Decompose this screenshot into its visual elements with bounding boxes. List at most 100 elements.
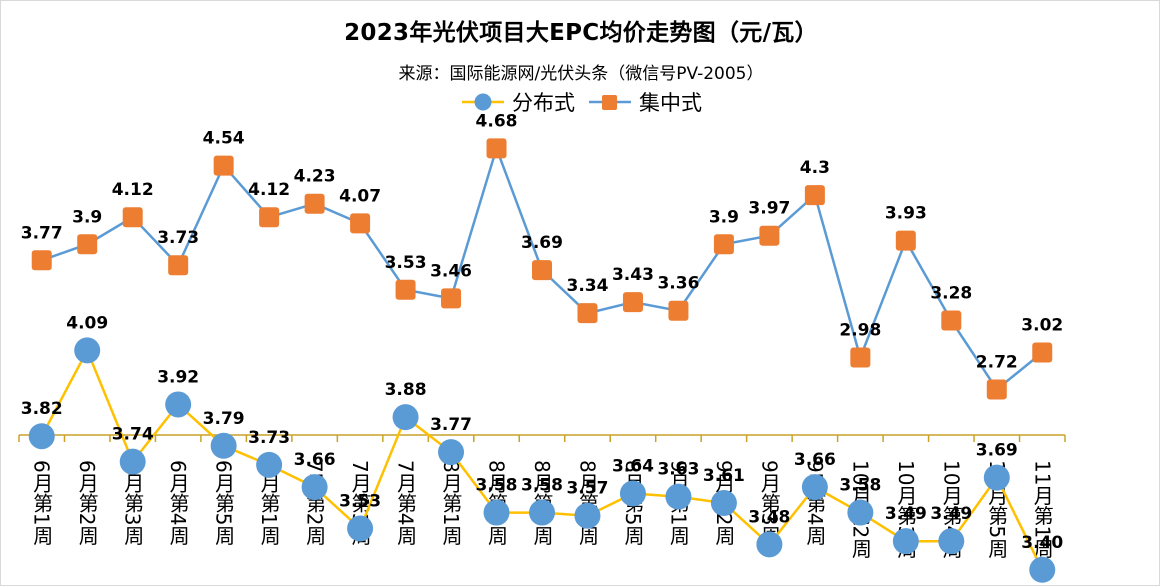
data-label: 3.48 xyxy=(748,507,790,527)
data-point xyxy=(713,234,734,255)
x-tick-label: 6月第4周 xyxy=(166,460,190,545)
data-label: 3.64 xyxy=(612,456,654,476)
data-point xyxy=(210,432,237,459)
data-label: 3.49 xyxy=(885,504,927,524)
x-tick-label: 9月第4周 xyxy=(803,460,827,545)
data-label: 3.58 xyxy=(476,476,518,496)
legend-label-distributed: 分布式 xyxy=(512,91,575,115)
data-point xyxy=(74,337,101,364)
data-label: 3.97 xyxy=(748,199,790,219)
data-label: 3.02 xyxy=(1021,316,1063,336)
data-point xyxy=(1029,556,1056,583)
legend-marker-distributed xyxy=(462,93,504,111)
data-point xyxy=(28,423,55,450)
data-label: 4.54 xyxy=(203,129,245,149)
data-point xyxy=(486,138,507,159)
data-label: 4.12 xyxy=(112,180,154,200)
data-label: 3.79 xyxy=(203,409,245,429)
data-point xyxy=(256,451,283,478)
legend-item-centralized: 集中式 xyxy=(587,87,702,117)
data-label: 3.73 xyxy=(157,228,199,248)
data-label: 3.66 xyxy=(294,450,336,470)
data-point xyxy=(847,499,874,526)
data-point xyxy=(392,404,419,431)
data-point xyxy=(441,288,462,309)
chart-subtitle: 来源：国际能源网/光伏头条（微信号PV-2005） xyxy=(398,64,764,84)
data-label: 4.68 xyxy=(476,111,518,131)
data-label: 3.53 xyxy=(339,491,381,511)
data-label: 4.12 xyxy=(248,180,290,200)
data-point xyxy=(438,439,465,466)
data-label: 4.09 xyxy=(66,313,108,333)
data-point xyxy=(668,300,689,321)
data-label: 3.77 xyxy=(430,415,472,435)
data-label: 2.72 xyxy=(976,352,1018,372)
data-point xyxy=(577,303,598,324)
data-label: 3.58 xyxy=(521,476,563,496)
data-label: 3.66 xyxy=(794,450,836,470)
data-point xyxy=(986,379,1007,400)
data-label: 3.53 xyxy=(385,253,427,273)
data-point xyxy=(347,515,374,542)
data-point xyxy=(77,234,98,255)
data-label: 3.69 xyxy=(976,441,1018,461)
x-tick-label: 8月第1周 xyxy=(439,460,463,545)
data-point xyxy=(850,347,871,368)
data-label: 3.88 xyxy=(385,380,427,400)
data-point xyxy=(259,207,280,228)
data-label: 3.93 xyxy=(885,204,927,224)
data-label: 3.34 xyxy=(567,276,609,296)
data-point xyxy=(168,255,189,276)
data-label: 3.58 xyxy=(839,476,881,496)
data-point xyxy=(395,279,416,300)
x-tick-label: 6月第1周 xyxy=(30,460,54,545)
data-label: 3.40 xyxy=(1021,533,1063,553)
data-point xyxy=(574,502,601,529)
data-point xyxy=(483,499,510,526)
data-point xyxy=(895,230,916,251)
data-label: 3.77 xyxy=(21,223,63,243)
data-point xyxy=(938,528,965,555)
x-tick-label: 9月第3周 xyxy=(757,460,781,545)
data-label: 3.61 xyxy=(703,466,745,486)
data-label: 3.57 xyxy=(567,479,609,499)
data-point xyxy=(622,292,643,313)
data-label: 3.82 xyxy=(21,399,63,419)
data-point xyxy=(31,250,52,271)
data-label: 3.92 xyxy=(157,367,199,387)
data-point xyxy=(119,448,146,475)
data-label: 3.49 xyxy=(930,504,972,524)
chart-legend: 分布式 集中式 xyxy=(1,87,1160,117)
data-point xyxy=(213,155,234,176)
chart-title: 2023年光伏项目大EPC均价走势图（元/瓦） xyxy=(344,20,818,46)
data-point xyxy=(122,207,143,228)
data-point xyxy=(619,480,646,507)
data-label: 3.46 xyxy=(430,261,472,281)
data-label: 4.07 xyxy=(339,186,381,206)
data-point xyxy=(710,490,737,517)
data-label: 3.9 xyxy=(72,207,102,227)
data-point xyxy=(301,474,328,501)
data-point xyxy=(165,391,192,418)
data-point xyxy=(892,528,919,555)
legend-marker-centralized xyxy=(589,95,631,110)
data-label: 3.9 xyxy=(709,207,739,227)
data-label: 4.23 xyxy=(294,167,336,187)
x-tick-label: 6月第2周 xyxy=(75,460,99,545)
data-point xyxy=(983,464,1010,491)
data-label: 3.73 xyxy=(248,428,290,448)
data-point xyxy=(529,499,555,526)
data-label: 3.69 xyxy=(521,233,563,253)
data-label: 3.36 xyxy=(657,274,699,294)
data-point xyxy=(304,193,325,214)
legend-label-centralized: 集中式 xyxy=(639,91,702,115)
data-label: 4.3 xyxy=(800,158,830,178)
data-point xyxy=(350,213,371,234)
data-point xyxy=(804,185,825,206)
data-point xyxy=(665,483,692,510)
data-label: 3.43 xyxy=(612,265,654,285)
x-tick-label: 11月第1周 xyxy=(1030,460,1054,558)
data-point xyxy=(941,310,962,331)
x-tick-label: 7月第4周 xyxy=(394,460,418,545)
data-point xyxy=(801,474,828,501)
